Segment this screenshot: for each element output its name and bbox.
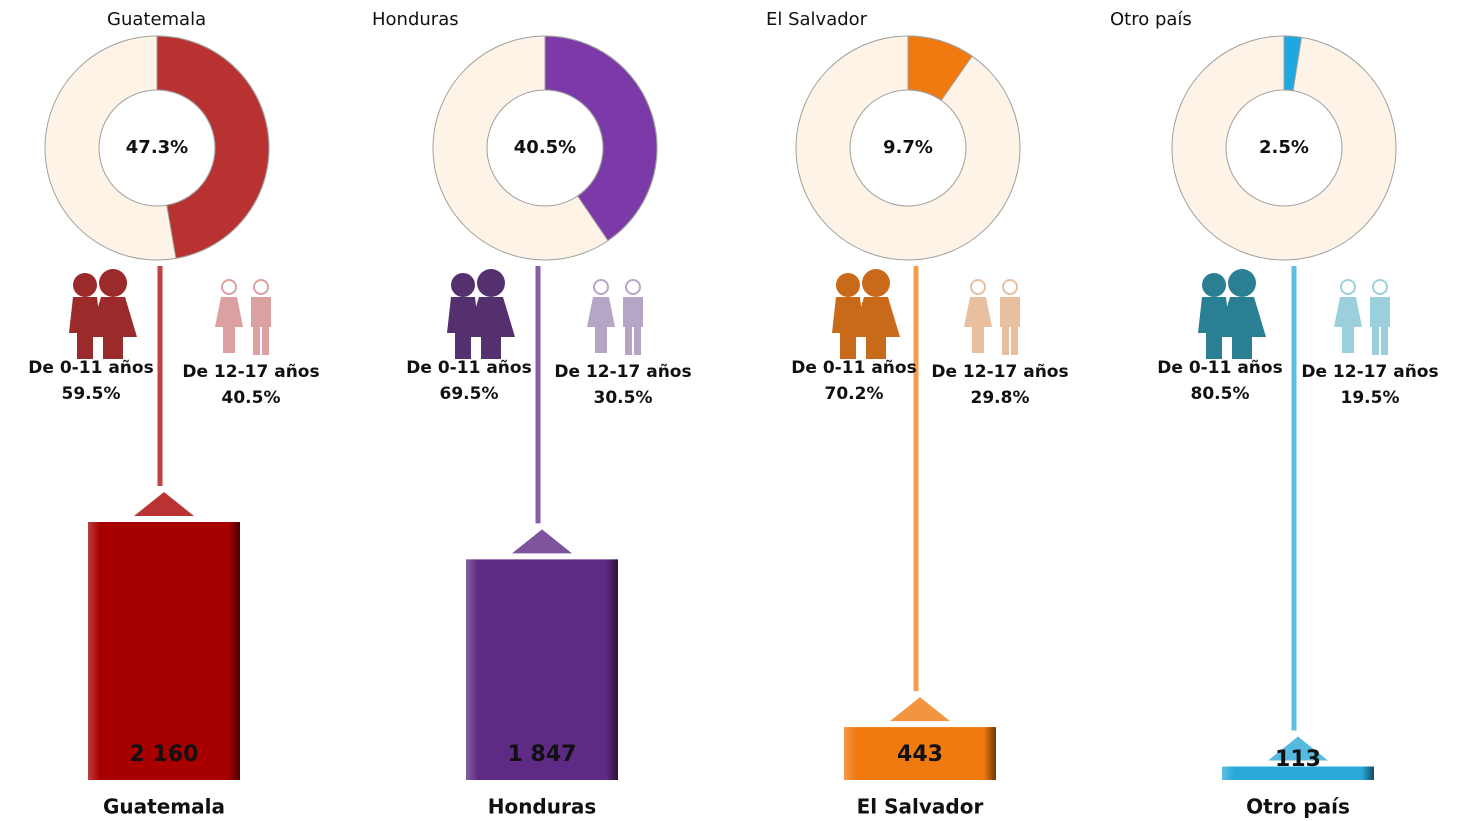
age-label: De 12-17 años <box>1301 362 1438 382</box>
donut-label: 9.7% <box>883 137 933 158</box>
age-label: De 0-11 años <box>791 358 916 378</box>
age-label: De 12-17 años <box>931 362 1068 382</box>
age-label: De 0-11 años <box>1157 358 1282 378</box>
bar-arrow <box>1268 736 1328 761</box>
donut-outline <box>795 35 1021 261</box>
age-percent: 29.8% <box>971 388 1030 408</box>
age-percent: 30.5% <box>594 388 653 408</box>
adult-icon <box>623 297 643 327</box>
bar-category: Honduras <box>488 795 597 819</box>
donut-title: Otro país <box>1110 9 1192 30</box>
child-icon <box>862 269 890 297</box>
child-icon <box>73 273 97 297</box>
child-icon <box>467 297 515 359</box>
donut-label: 40.5% <box>514 137 576 158</box>
adult-icon <box>251 297 271 327</box>
adult-icon <box>215 297 243 353</box>
donut-outline <box>44 35 270 261</box>
bar-value: 443 <box>897 742 943 767</box>
bar-shade <box>844 727 996 780</box>
donut-title: Honduras <box>372 9 459 30</box>
donut-outline <box>1225 89 1343 207</box>
child-icon <box>1198 297 1230 359</box>
child-icon <box>832 297 864 359</box>
adult-icon <box>1370 297 1390 327</box>
adult-icon <box>253 327 260 355</box>
child-icon <box>1228 269 1256 297</box>
adult-icon <box>593 279 609 295</box>
age-percent: 70.2% <box>825 384 884 404</box>
age-groups <box>447 269 643 359</box>
adult-icon <box>1011 327 1018 355</box>
bar-value: 113 <box>1275 747 1321 772</box>
age-groups <box>69 269 271 359</box>
bar-shade <box>88 522 240 780</box>
age-percent: 19.5% <box>1341 388 1400 408</box>
donut-title: Guatemala <box>107 9 206 30</box>
adult-icon <box>262 327 269 355</box>
age-groups <box>1198 269 1390 359</box>
adult-icon <box>221 279 237 295</box>
child-icon <box>69 297 101 359</box>
bar-shade <box>466 559 618 780</box>
adult-icon <box>1372 279 1388 295</box>
bar-category: Guatemala <box>103 795 225 819</box>
age-label: De 0-11 años <box>28 358 153 378</box>
age-percent: 80.5% <box>1191 384 1250 404</box>
adult-icon <box>1340 279 1356 295</box>
adult-icon <box>964 297 992 353</box>
bar-value: 1 847 <box>508 742 577 767</box>
donut-outline <box>486 89 604 207</box>
adult-icon <box>625 279 641 295</box>
donut-outline <box>432 35 658 261</box>
age-groups <box>832 269 1020 359</box>
adult-icon <box>587 297 615 353</box>
age-label: De 0-11 años <box>406 358 531 378</box>
donut-outline <box>849 89 967 207</box>
adult-icon <box>1372 327 1379 355</box>
child-icon <box>89 297 137 359</box>
donut-outline <box>1171 35 1397 261</box>
child-icon <box>447 297 479 359</box>
bar-value: 2 160 <box>130 742 199 767</box>
adult-icon <box>970 279 986 295</box>
age-percent: 59.5% <box>62 384 121 404</box>
adult-icon <box>1002 279 1018 295</box>
child-icon <box>852 297 900 359</box>
age-label: De 12-17 años <box>182 362 319 382</box>
adult-icon <box>1002 327 1009 355</box>
age-label: De 12-17 años <box>554 362 691 382</box>
adult-icon <box>625 327 632 355</box>
child-icon <box>836 273 860 297</box>
age-percent: 69.5% <box>440 384 499 404</box>
bar-arrow <box>890 697 950 722</box>
bar-arrow <box>512 529 572 554</box>
adult-icon <box>1381 327 1388 355</box>
bar-category: El Salvador <box>857 795 984 819</box>
adult-icon <box>634 327 641 355</box>
child-icon <box>99 269 127 297</box>
adult-icon <box>253 279 269 295</box>
donut-label: 2.5% <box>1259 137 1309 158</box>
donut-outline <box>98 89 216 207</box>
adult-icon <box>1000 297 1020 327</box>
child-icon <box>477 269 505 297</box>
child-icon <box>451 273 475 297</box>
adult-icon <box>1334 297 1362 353</box>
bar-arrow <box>134 492 194 516</box>
child-icon <box>1218 297 1266 359</box>
age-percent: 40.5% <box>222 388 281 408</box>
bar-shade <box>1222 766 1374 780</box>
donut-label: 47.3% <box>126 137 188 158</box>
donut-title: El Salvador <box>766 9 868 30</box>
child-icon <box>1202 273 1226 297</box>
bar-category: Otro país <box>1246 795 1350 819</box>
